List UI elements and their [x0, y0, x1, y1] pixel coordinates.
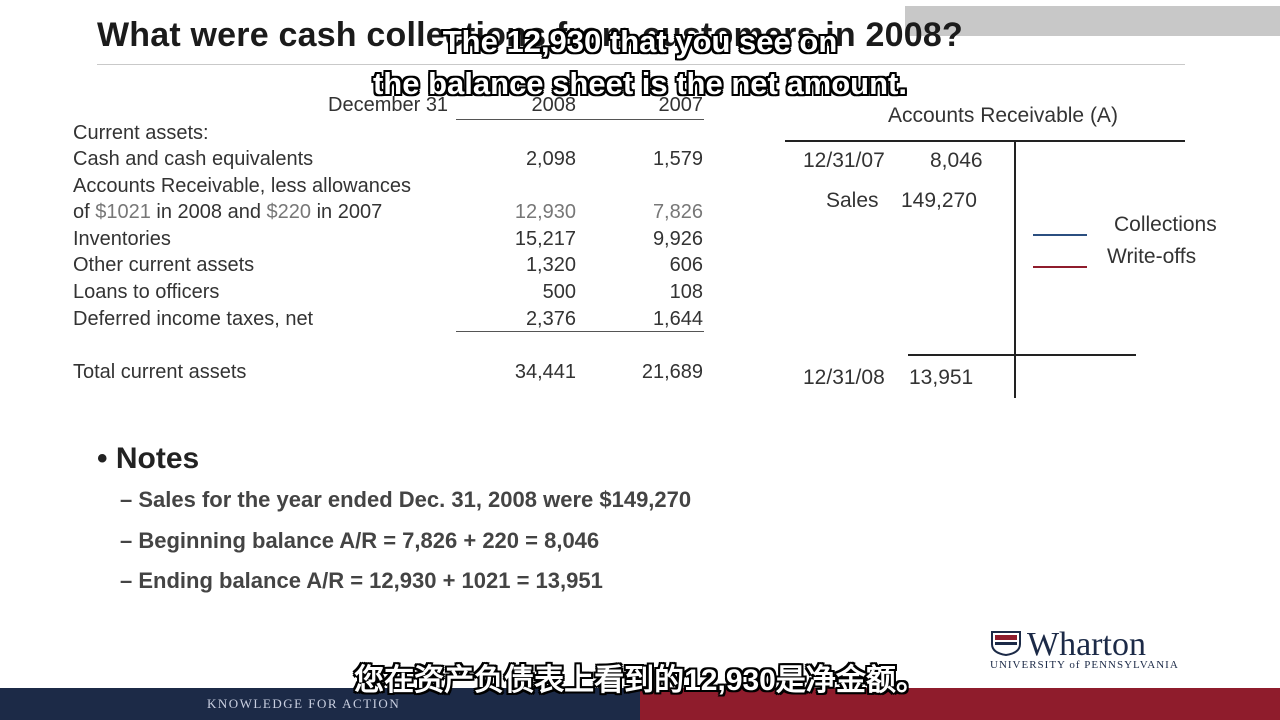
bs-row-2007: 7,826 [652, 201, 703, 223]
t-account-collections-blank [1033, 234, 1087, 236]
t-account-begin-date: 12/31/07 [803, 149, 885, 172]
bs-row-2007: 1,644 [652, 308, 703, 330]
notes-heading-text: Notes [115, 442, 200, 475]
note-item: – Beginning balance A/R = 7,826 + 220 = … [120, 528, 600, 553]
bs-row-2007: 1,579 [652, 148, 703, 170]
bs-header-label: December 31 [328, 94, 449, 116]
bs-total-label: Total current assets [73, 361, 247, 383]
bs-row-2007: 108 [669, 281, 703, 303]
t-account-ending-line [908, 354, 1136, 356]
bs-header-2007: 2007 [658, 94, 704, 116]
bs-row-label: Loans to officers [73, 281, 220, 303]
notes-heading: • Notes [97, 442, 199, 476]
note-item: – Sales for the year ended Dec. 31, 2008… [120, 487, 692, 512]
bs-header-rule [456, 119, 704, 120]
t-account-title: Accounts Receivable (A) [888, 104, 1118, 127]
subtitle-chinese: 您在资产负债表上看到的12,930是净金额。 [354, 664, 926, 697]
bs-total-2007: 21,689 [641, 361, 703, 383]
bs-row-label: Other current assets [73, 254, 255, 276]
bs-total-2008: 34,441 [514, 361, 576, 383]
bs-row-mid: in 2008 and [150, 201, 267, 223]
note-item: – Ending balance A/R = 12,930 + 1021 = 1… [120, 568, 603, 593]
footer-bar-crimson [640, 688, 1280, 720]
t-account-collections-label: Collections [1114, 213, 1217, 236]
slide-title: What were cash collections from customer… [97, 16, 963, 54]
footer-bar-navy [0, 688, 640, 720]
bs-row-2007: 9,926 [652, 228, 703, 250]
bs-row-label: Deferred income taxes, net [73, 308, 314, 330]
t-account-begin-amount: 8,046 [930, 149, 983, 172]
bs-row-label: Accounts Receivable, less allowances [73, 175, 411, 197]
t-account-top-line [785, 140, 1185, 142]
t-account-writeoffs-blank [1033, 266, 1087, 268]
bs-header-2008: 2008 [531, 94, 577, 116]
wharton-shield-icon [991, 631, 1021, 656]
bs-section-label: Current assets: [73, 122, 209, 144]
bs-row-label: Inventories [73, 228, 171, 250]
bs-row-2008: 15,217 [514, 228, 576, 250]
bs-row-2008: 2,376 [525, 308, 576, 330]
bs-row-2008: 500 [542, 281, 576, 303]
subtitle-line-2: the balance sheet is the net amount. [372, 66, 907, 101]
t-account-writeoffs-label: Write-offs [1107, 245, 1197, 268]
top-right-band [905, 6, 1280, 36]
bs-row-suffix: in 2007 [311, 201, 383, 223]
bs-row-2007: 606 [669, 254, 703, 276]
title-divider [97, 64, 1185, 65]
t-account-end-date: 12/31/08 [803, 366, 885, 389]
t-account-sales-amount: 149,270 [901, 189, 977, 212]
t-account-vertical-line [1014, 140, 1016, 398]
bs-row-2008: 12,930 [514, 201, 576, 223]
bs-row-2008: 1,320 [525, 254, 576, 276]
bs-row-2008: 2,098 [525, 148, 576, 170]
bs-allowance-2008: $1021 [95, 201, 151, 223]
t-account-sales-label: Sales [826, 189, 879, 212]
wharton-logo-subtitle: UNIVERSITY of PENNSYLVANIA [990, 659, 1179, 671]
t-account-end-amount: 13,951 [909, 366, 974, 389]
bullet-dot: • [97, 442, 116, 475]
subtitle-line-1: The 12,930 that you see on [442, 24, 838, 59]
bs-row-prefix: of [73, 201, 96, 223]
wharton-logo-word: Wharton [1027, 626, 1146, 663]
bs-row-label: of $1021 in 2008 and $220 in 2007 [73, 201, 382, 224]
footer-tagline: KNOWLEDGE FOR ACTION [207, 696, 401, 711]
bs-row-label: Cash and cash equivalents [73, 148, 314, 170]
bs-allowance-2007: $220 [266, 201, 312, 223]
bs-total-rule [456, 331, 704, 332]
